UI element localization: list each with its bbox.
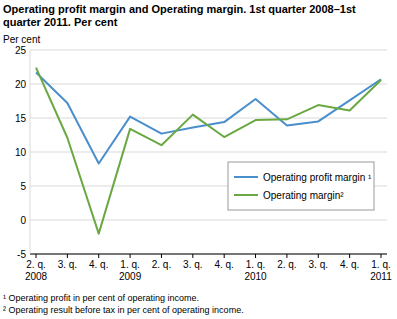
x-tick: [349, 254, 350, 258]
footnote: ² Operating result before tax in per cen…: [3, 305, 244, 315]
grid-line: [30, 84, 387, 85]
x-tick-label: 1. q.2009: [119, 259, 142, 282]
x-tick: [161, 254, 162, 258]
y-tick-label: 5: [20, 181, 26, 192]
x-tick-label-line: 1. q.: [120, 259, 139, 270]
x-tick: [224, 254, 225, 258]
x-tick: [255, 254, 256, 258]
x-tick-label-line: 2009: [119, 271, 142, 282]
x-tick-label: 4. q.: [340, 259, 359, 270]
grid-line: [30, 152, 387, 153]
x-tick-label-line: 2. q.: [26, 259, 45, 270]
legend: Operating profit margin ¹ Operating margi…: [228, 162, 374, 210]
grid-line: [30, 50, 387, 51]
x-tick-label: 4. q.: [214, 259, 233, 270]
x-tick-label: 1. q.2011: [370, 259, 392, 282]
title: Operating profit margin and Operating ma…: [3, 3, 356, 28]
legend-swatch: [234, 194, 258, 196]
x-tick: [67, 254, 68, 258]
legend-box: [228, 162, 374, 210]
x-tick-label-line: 2011: [370, 271, 392, 282]
x-tick-label-line: 2. q.: [152, 259, 171, 270]
x-tick-label-line: 4. q.: [214, 259, 233, 270]
x-tick-label: 2. q.: [152, 259, 171, 270]
legend-label: Operating margin²: [263, 190, 344, 201]
y-tick-label: -5: [17, 249, 26, 260]
x-tick-label: 4. q.: [89, 259, 108, 270]
legend-label: Operating profit margin ¹: [263, 172, 372, 183]
series-line: [36, 68, 381, 234]
y-tick-label: 25: [15, 45, 27, 56]
chart: Operating profit margin and Operating ma…: [0, 0, 397, 319]
x-tick-label-line: 2. q.: [277, 259, 296, 270]
grid-line: [30, 254, 387, 255]
x-tick-label: 3. q.: [309, 259, 328, 270]
y-tick-label: 10: [15, 147, 27, 158]
x-tick: [98, 254, 99, 258]
x-tick-label-line: 2010: [244, 271, 267, 282]
x-tick-label: 2. q.: [277, 259, 296, 270]
x-tick-label-line: 3. q.: [58, 259, 77, 270]
x-tick-label: 3. q.: [183, 259, 202, 270]
x-tick-label-line: 3. q.: [183, 259, 202, 270]
x-axis: [30, 254, 387, 255]
x-tick-label-line: 4. q.: [340, 259, 359, 270]
y-tick-label: 15: [15, 113, 27, 124]
x-tick: [318, 254, 319, 258]
x-tick-label-line: 2008: [25, 271, 48, 282]
plot-area: [36, 68, 381, 234]
title-line: Operating profit margin and Operating ma…: [3, 3, 356, 15]
y-tick-label: 0: [20, 215, 26, 226]
x-tick-label-line: 3. q.: [309, 259, 328, 270]
x-tick: [36, 254, 37, 258]
y-tick-label: 20: [15, 79, 27, 90]
x-tick-label-line: 4. q.: [89, 259, 108, 270]
footnote: ¹ Operating profit in per cent of operat…: [3, 293, 199, 303]
x-tick-label: 2. q.2008: [25, 259, 48, 282]
x-tick: [286, 254, 287, 258]
x-tick: [130, 254, 131, 258]
grid-line: [30, 220, 387, 221]
x-tick-label-line: 1. q.: [371, 259, 390, 270]
y-axis: [30, 50, 31, 254]
title-line: quarter 2011. Per cent: [3, 16, 118, 28]
grid-line: [30, 118, 387, 119]
y-label: Per cent: [3, 34, 40, 45]
x-tick-label: 1. q.2010: [244, 259, 267, 282]
series-line: [36, 72, 381, 163]
x-tick: [192, 254, 193, 258]
x-tick-label: 3. q.: [58, 259, 77, 270]
legend-swatch: [234, 176, 258, 178]
x-tick-label-line: 1. q.: [246, 259, 265, 270]
x-tick: [381, 254, 382, 258]
